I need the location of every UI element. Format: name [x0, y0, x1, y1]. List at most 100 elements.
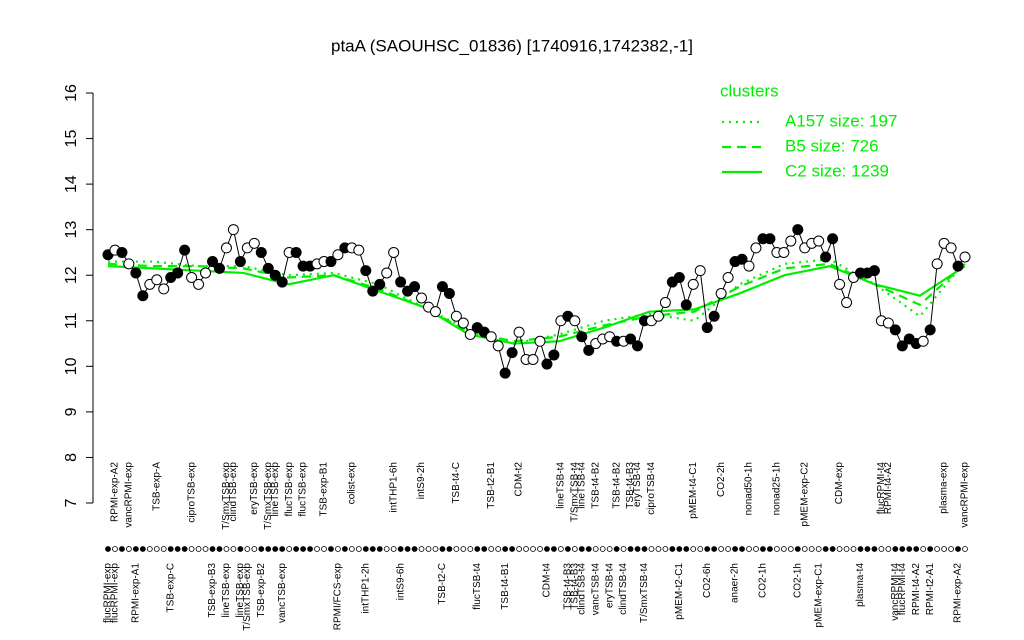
data-point [457, 317, 469, 329]
bottom-label: CO2-6h [702, 563, 713, 598]
sample-marker [112, 546, 118, 552]
sample-marker [892, 546, 899, 552]
data-point [381, 267, 393, 279]
top-label: lineTSB-exp [270, 462, 281, 517]
sample-marker [341, 546, 348, 552]
top-label: nonad25-1h [772, 462, 783, 515]
data-point [234, 256, 246, 268]
bottom-label: lineTSB-exp [221, 563, 232, 618]
bottom-label: RPMI-exp-A2 [953, 563, 964, 623]
bottom-label: pMEM-t2-C1 [674, 563, 685, 620]
data-point [959, 251, 971, 263]
sample-marker [822, 546, 829, 552]
sample-marker [864, 546, 871, 552]
bottom-label: lineTSB-exp [235, 563, 246, 618]
top-label: pMEM-exp-C2 [799, 462, 810, 527]
data-point [924, 324, 936, 336]
legend-label: C2 size: 1239 [785, 161, 889, 180]
sample-marker [432, 546, 439, 552]
bottom-label: TSB-t4-B3 [569, 563, 580, 610]
sample-marker [843, 546, 850, 552]
sample-marker [850, 546, 857, 552]
sample-marker [258, 546, 265, 552]
sample-marker [780, 546, 787, 552]
data-point [715, 287, 727, 299]
data-point [200, 267, 212, 279]
bottom-label: pMEM-exp-C1 [813, 563, 824, 628]
top-label: plasma-exp [939, 462, 950, 514]
bottom-label: RPMI-t2-A1 [925, 563, 936, 616]
sample-marker [481, 546, 488, 552]
data-point [116, 246, 128, 258]
sample-marker [739, 546, 745, 552]
data-point [889, 324, 901, 336]
data-point [443, 287, 455, 299]
legend-label: B5 size: 726 [785, 136, 879, 155]
sample-marker [300, 546, 306, 552]
sample-marker [815, 546, 822, 552]
sample-marker [913, 546, 920, 552]
sample-marker [251, 546, 258, 552]
top-label: ciproTSB-t4 [646, 462, 657, 515]
sample-marker [265, 546, 272, 552]
sample-marker [181, 546, 188, 552]
data-point [632, 340, 644, 352]
sample-marker [662, 546, 669, 552]
sample-marker [376, 546, 383, 552]
data-point [625, 333, 637, 345]
data-point [882, 317, 894, 329]
sample-marker [676, 546, 683, 552]
sample-marker [523, 546, 529, 552]
data-point [813, 235, 825, 247]
data-point [262, 262, 274, 274]
bottom-label: flucRPMI-t4 [897, 563, 908, 616]
bottom-label: RPMI-exp-A1 [131, 563, 142, 623]
bottom-label: CO2-1h [758, 563, 769, 598]
top-label: RPMI-exp-A2 [110, 462, 121, 522]
sample-marker [223, 546, 230, 552]
sample-marker [530, 546, 536, 552]
sample-marker [279, 546, 286, 552]
top-label: RPMI-t4-A2 [883, 462, 894, 515]
bottom-label: plasma-t4 [855, 563, 866, 607]
sample-marker [216, 546, 223, 552]
top-label: TSB-t2-B1 [486, 462, 497, 509]
sample-marker [927, 546, 934, 552]
sample-marker [934, 546, 941, 552]
data-point [151, 274, 163, 286]
top-label: ciproTSB-exp [186, 462, 197, 523]
data-point [179, 244, 191, 256]
data-point [227, 224, 239, 236]
data-point [374, 278, 386, 290]
data-point [220, 242, 232, 254]
sample-marker [801, 546, 808, 552]
sample-marker [119, 546, 125, 552]
top-label: clindTSB-exp [228, 462, 239, 522]
data-point [409, 281, 421, 293]
bottom-label: clindTSB-t4 [576, 563, 587, 615]
data-point [506, 347, 518, 359]
top-label: T/SmxTSB-exp [221, 462, 232, 530]
sample-marker [307, 546, 313, 552]
data-point [701, 322, 713, 334]
data-point [785, 235, 797, 247]
sample-marker [286, 546, 293, 552]
sample-marker [634, 546, 641, 552]
top-label: nonad50-1h [744, 462, 755, 515]
sample-marker [293, 546, 300, 552]
bottom-label: TSB-exp-C [165, 563, 176, 612]
top-label: pMEM-t4-C1 [688, 462, 699, 519]
bottom-label: TSB-exp-B2 [256, 563, 267, 618]
bottom-label: RPMI/FCS-exp [333, 563, 344, 631]
sample-marker [746, 546, 752, 552]
sample-marker [683, 546, 690, 552]
top-label: TSB-t4-C [451, 462, 462, 504]
sample-marker [425, 546, 432, 552]
sample-marker [920, 546, 927, 552]
sample-marker [146, 546, 153, 552]
top-label: T/SmxTSB-t4 [569, 462, 580, 522]
data-point [130, 267, 142, 279]
top-label: lineTSB-t4 [576, 462, 587, 509]
sample-marker [355, 546, 362, 552]
